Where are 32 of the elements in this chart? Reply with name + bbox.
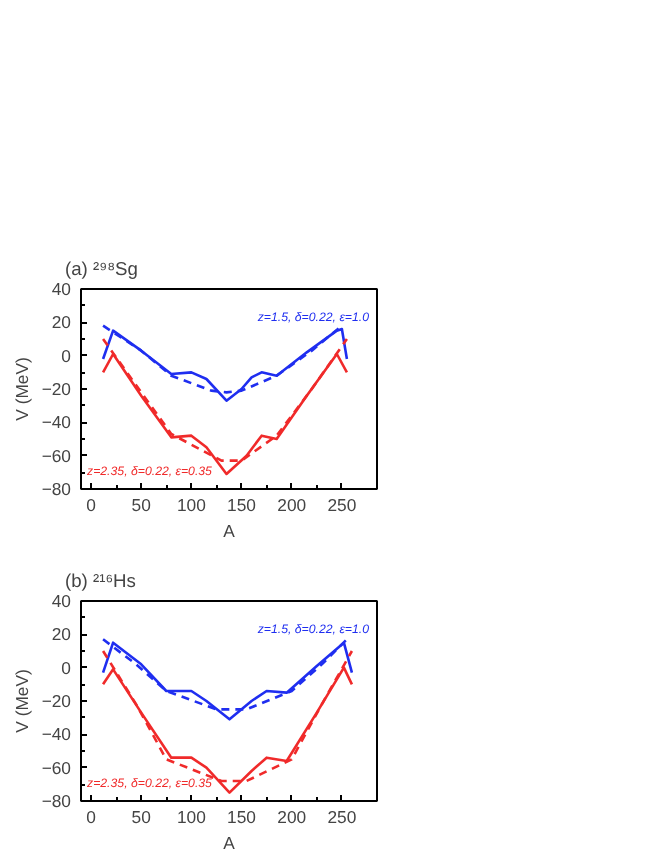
y-tick-label: −60 — [41, 445, 72, 466]
y-tick-label: −20 — [41, 691, 72, 711]
x-tick-label: 250 — [327, 807, 357, 827]
x-tick-label: 200 — [277, 495, 307, 515]
x-tick-label: 150 — [227, 807, 257, 827]
x-tick-label: 200 — [277, 807, 307, 827]
y-tick-label: −40 — [41, 412, 72, 433]
chart-title: (b) ²¹⁶Hs — [65, 571, 137, 591]
x-axis-title: A — [223, 521, 236, 541]
x-tick-label: 100 — [176, 495, 207, 515]
y-tick-label: −60 — [41, 757, 72, 778]
y-tick-label: −80 — [41, 479, 72, 499]
chart-title: (a) ²⁹⁸Sg — [65, 259, 138, 279]
y-tick-label: 40 — [51, 591, 72, 611]
y-tick-label: 20 — [51, 312, 72, 333]
x-tick-label: 250 — [327, 495, 357, 515]
y-tick-label: −80 — [41, 791, 72, 811]
y-tick-label: 0 — [61, 657, 72, 678]
x-tick-label: 150 — [227, 495, 257, 515]
y-tick-label: 0 — [61, 345, 72, 366]
x-tick-label: 0 — [86, 495, 97, 515]
y-tick-label: 20 — [51, 624, 72, 645]
x-tick-label: 100 — [176, 807, 207, 827]
y-tick-label: −20 — [41, 379, 72, 399]
x-tick-label: 0 — [86, 807, 97, 827]
y-tick-label: 40 — [51, 279, 72, 299]
x-tick-label: 50 — [131, 495, 152, 515]
y-axis-title: V (MeV) — [11, 357, 32, 421]
y-axis-title: V (MeV) — [11, 669, 32, 733]
x-tick-label: 50 — [131, 807, 152, 827]
x-axis-title: A — [223, 833, 236, 852]
y-tick-label: −40 — [41, 724, 72, 745]
